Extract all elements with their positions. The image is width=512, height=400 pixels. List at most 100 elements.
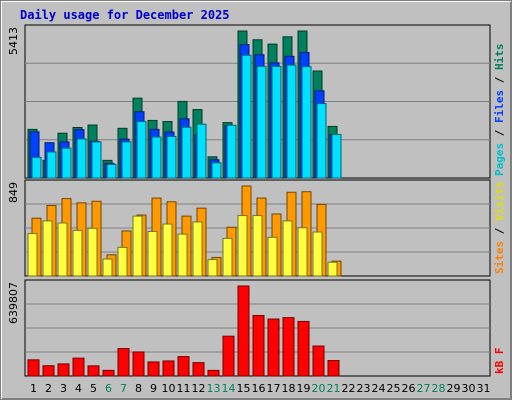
bar-kb-f (252, 315, 265, 377)
legend-entry: / (493, 123, 506, 143)
x-tick-label: 24 (372, 382, 386, 395)
bar-kb-f (237, 285, 250, 377)
bar-kb-f (312, 345, 325, 377)
bar-pages (211, 162, 222, 179)
bar-sites (162, 223, 173, 277)
bar-kb-f (267, 318, 280, 377)
x-tick-label: 22 (342, 382, 356, 395)
bar-pages (76, 138, 87, 179)
bar-kb-f (102, 369, 115, 377)
bar-kb-f (207, 369, 220, 377)
bar-kb-f (72, 357, 85, 377)
bar-sites (207, 259, 218, 277)
bar-pages (166, 135, 177, 179)
panel-pages-files-hits: 5413 Pages / Files / Hits (7, 24, 506, 179)
bar-kb-f (57, 363, 70, 377)
bar-pages (136, 121, 147, 179)
bar-sites (177, 233, 188, 277)
legend-entry: / (493, 221, 506, 241)
x-tick-label: 21 (327, 382, 341, 395)
x-tick-label: 6 (105, 382, 112, 395)
bar-sites (117, 246, 128, 277)
bar-sites (27, 233, 38, 277)
x-tick-label: 29 (447, 382, 461, 395)
legend-label: kB F (493, 348, 506, 375)
panel-sites-visits: 849 Sites / Visits (7, 179, 506, 277)
x-tick-label: 14 (222, 382, 236, 395)
legend-entry: Files (493, 90, 506, 123)
x-tick-label: 15 (237, 382, 251, 395)
legend-label: Pages / Files / Hits (493, 44, 506, 177)
panel-kbytes: 639807 kB F (7, 279, 506, 377)
x-tick-label: 26 (402, 382, 416, 395)
bar-pages (226, 124, 237, 179)
bar-pages (241, 54, 252, 179)
bar-pages (286, 64, 297, 179)
bar-kb-f (87, 365, 100, 377)
bar-kb-f (177, 356, 190, 377)
x-tick-label: 11 (177, 382, 191, 395)
bar-pages (151, 136, 162, 179)
x-tick-label: 20 (312, 382, 326, 395)
bar-pages (91, 141, 102, 179)
bar-sites (267, 236, 278, 277)
bar-pages (106, 163, 117, 179)
x-tick-label: 1 (30, 382, 37, 395)
bar-kb-f (282, 317, 295, 377)
legend-entry: / (493, 70, 506, 90)
bar-pages (271, 65, 282, 179)
bar-sites (102, 258, 113, 277)
bar-sites (327, 261, 338, 277)
x-tick-label: 3 (60, 382, 67, 395)
bar-sites (312, 231, 323, 277)
x-tick-label: 30 (462, 382, 476, 395)
bar-pages (121, 141, 132, 179)
bar-pages (256, 65, 267, 179)
bar-sites (297, 227, 308, 277)
x-tick-label: 5 (90, 382, 97, 395)
bar-sites (42, 220, 53, 277)
x-tick-label: 12 (192, 382, 206, 395)
bar-pages (181, 126, 192, 179)
chart-title: Daily usage for December 2025 (20, 8, 230, 22)
x-tick-label: 25 (387, 382, 401, 395)
bar-sites (222, 237, 233, 277)
bar-kb-f (192, 362, 205, 377)
x-tick-label: 19 (297, 382, 311, 395)
x-tick-label: 27 (417, 382, 431, 395)
x-tick-label: 16 (252, 382, 266, 395)
bar-kb-f (297, 320, 310, 377)
bar-pages (61, 147, 72, 179)
x-tick-label: 4 (75, 382, 82, 395)
bar-kb-f (27, 359, 40, 377)
x-tick-label: 10 (162, 382, 176, 395)
x-tick-label: 13 (207, 382, 221, 395)
x-tick-label: 18 (282, 382, 296, 395)
bar-pages (196, 123, 207, 179)
bar-sites (57, 222, 68, 277)
bar-sites (252, 215, 263, 277)
bar-sites (132, 215, 143, 277)
bar-kb-f (132, 351, 145, 377)
x-tick-label: 8 (135, 382, 142, 395)
bar-pages (46, 151, 57, 179)
x-tick-label: 23 (357, 382, 371, 395)
legend-entry: Hits (493, 44, 506, 71)
legend-entry: Pages (493, 143, 506, 176)
bar-kb-f (42, 365, 55, 377)
y-axis-max-label: 5413 (7, 27, 20, 55)
y-axis-max-label: 849 (7, 182, 20, 203)
legend-entry: Visits (493, 181, 506, 221)
bar-sites (192, 221, 203, 277)
bar-pages (301, 66, 312, 179)
bar-pages (331, 134, 342, 179)
x-tick-label: 17 (267, 382, 281, 395)
x-tick-label: 9 (150, 382, 157, 395)
bar-pages (316, 103, 327, 179)
x-tick-label: 2 (45, 382, 52, 395)
bar-sites (282, 220, 293, 277)
bar-kb-f (162, 360, 175, 377)
bar-kb-f (222, 335, 235, 377)
bar-kb-f (147, 361, 160, 377)
